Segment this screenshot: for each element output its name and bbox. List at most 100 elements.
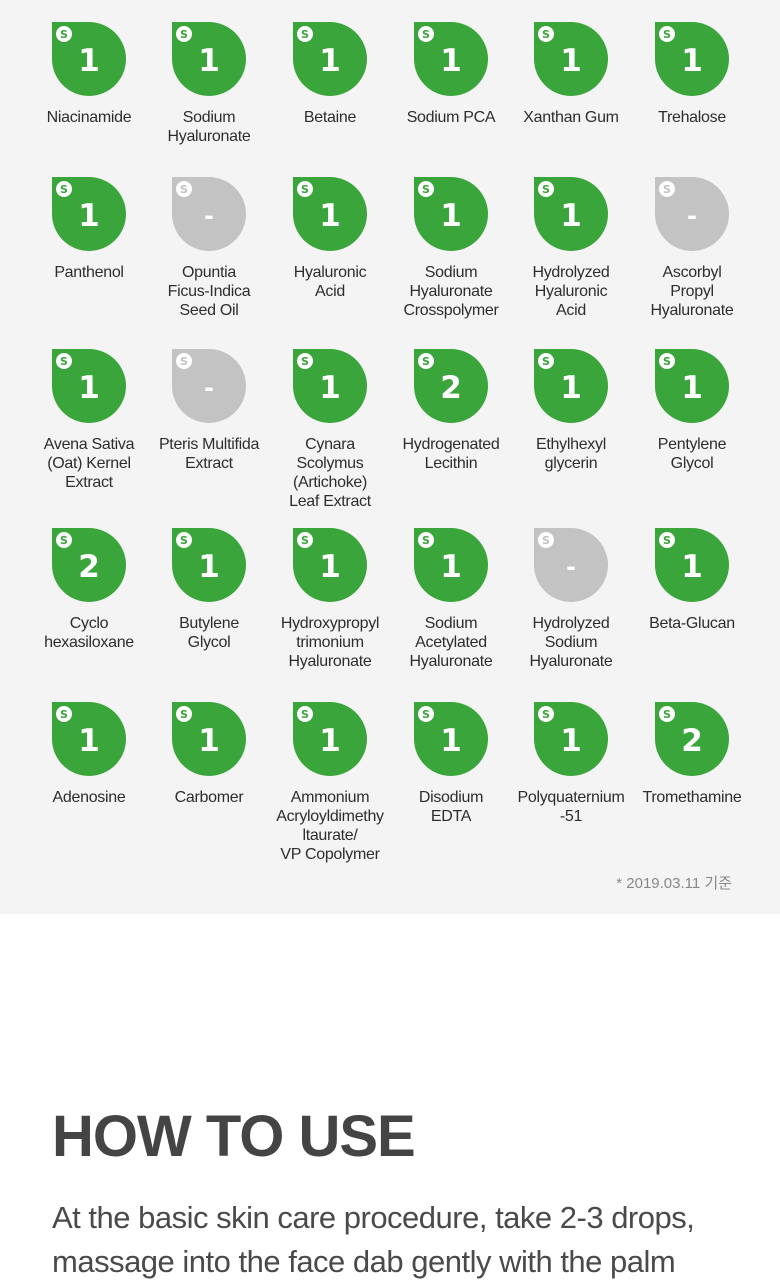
ingredient-name: Hydrolyzed Hyaluronic Acid xyxy=(532,264,610,319)
ewg-logo-icon: S xyxy=(176,181,192,197)
ewg-logo-icon: S xyxy=(659,532,675,548)
grade-value: 1 xyxy=(198,548,220,585)
svg-text:S: S xyxy=(542,183,550,196)
svg-text:S: S xyxy=(60,28,68,41)
svg-text:S: S xyxy=(542,355,550,368)
ingredient-name: Hydrolyzed Sodium Hyaluronate xyxy=(529,615,613,670)
grade-value: 2 xyxy=(440,369,462,406)
ewg-logo-icon: S xyxy=(56,353,72,369)
grade-value: 1 xyxy=(440,548,462,585)
grade-badge: S- xyxy=(172,349,246,423)
svg-text:S: S xyxy=(180,355,188,368)
ewg-logo-icon: S xyxy=(297,353,313,369)
grade-value: 2 xyxy=(78,548,100,585)
grade-value: 1 xyxy=(440,722,462,759)
ingredient-name: Sodium Acetylated Hyaluronate xyxy=(409,615,493,670)
grade-value: 2 xyxy=(681,722,703,759)
ingredient-name: Opuntia Ficus-Indica Seed Oil xyxy=(167,264,251,319)
svg-text:S: S xyxy=(301,355,309,368)
ewg-logo-icon: S xyxy=(418,353,434,369)
ewg-logo-icon: S xyxy=(297,26,313,42)
ewg-logo-icon: S xyxy=(56,181,72,197)
grade-badge: S- xyxy=(655,177,729,251)
grade-badge: S- xyxy=(172,177,246,251)
ewg-logo-icon: S xyxy=(56,532,72,548)
ingredient-name: Pteris Multifida Extract xyxy=(158,436,260,472)
how-to-use-title: HOW TO USE xyxy=(52,1104,416,1169)
grade-value: 1 xyxy=(681,369,703,406)
ewg-logo-icon: S xyxy=(538,353,554,369)
svg-text:S: S xyxy=(301,708,309,721)
grade-value: 1 xyxy=(319,722,341,759)
ewg-logo-icon: S xyxy=(176,26,192,42)
svg-text:S: S xyxy=(663,355,671,368)
grade-value: 1 xyxy=(560,42,582,79)
svg-text:S: S xyxy=(180,183,188,196)
grade-badge: S- xyxy=(534,528,608,602)
ingredient-name: Ammonium Acryloyldimethy ltaurate/ VP Co… xyxy=(276,789,384,863)
svg-text:S: S xyxy=(60,355,68,368)
ingredient-name: Avena Sativa (Oat) Kernel Extract xyxy=(43,436,135,491)
grade-value: 1 xyxy=(560,369,582,406)
svg-text:S: S xyxy=(180,708,188,721)
ingredient-name: Butylene Glycol xyxy=(179,615,239,651)
ewg-logo-icon: S xyxy=(418,181,434,197)
ewg-logo-icon: S xyxy=(659,181,675,197)
grade-value: 1 xyxy=(198,42,220,79)
svg-text:S: S xyxy=(60,708,68,721)
svg-text:S: S xyxy=(663,708,671,721)
svg-text:S: S xyxy=(663,183,671,196)
grade-value: 1 xyxy=(681,548,703,585)
svg-text:S: S xyxy=(422,708,430,721)
grade-value: 1 xyxy=(319,42,341,79)
date-footnote: * 2019.03.11 기준 xyxy=(616,875,732,892)
grade-value: 1 xyxy=(560,722,582,759)
svg-text:S: S xyxy=(422,355,430,368)
svg-text:S: S xyxy=(422,534,430,547)
ingredient-name: Cynara Scolymus (Artichoke) Leaf Extract xyxy=(289,436,371,510)
svg-text:S: S xyxy=(60,534,68,547)
ewg-logo-icon: S xyxy=(418,706,434,722)
ingredient-name: Carbomer xyxy=(174,789,244,806)
ingredient-name: Niacinamide xyxy=(46,109,132,126)
ewg-logo-icon: S xyxy=(659,26,675,42)
svg-text:S: S xyxy=(422,28,430,41)
ingredient-name: Sodium PCA xyxy=(406,109,496,126)
ingredient-name: Panthenol xyxy=(54,264,124,281)
ewg-logo-icon: S xyxy=(297,181,313,197)
how-to-use-text: At the basic skin care procedure, take 2… xyxy=(52,1200,695,1279)
ewg-logo-icon: S xyxy=(418,532,434,548)
grade-value: 1 xyxy=(78,722,100,759)
ingredient-name: Disodium EDTA xyxy=(418,789,484,825)
ewg-logo-icon: S xyxy=(418,26,434,42)
svg-text:S: S xyxy=(60,183,68,196)
grade-value: - xyxy=(204,202,214,230)
ewg-logo-icon: S xyxy=(176,353,192,369)
grade-value: - xyxy=(687,202,697,230)
grade-value: 1 xyxy=(198,722,220,759)
grade-value: 1 xyxy=(440,197,462,234)
ingredient-name: Betaine xyxy=(303,109,357,126)
grade-value: 1 xyxy=(78,197,100,234)
ewg-logo-icon: S xyxy=(297,706,313,722)
svg-text:S: S xyxy=(422,183,430,196)
ewg-logo-icon: S xyxy=(538,706,554,722)
svg-text:S: S xyxy=(301,534,309,547)
